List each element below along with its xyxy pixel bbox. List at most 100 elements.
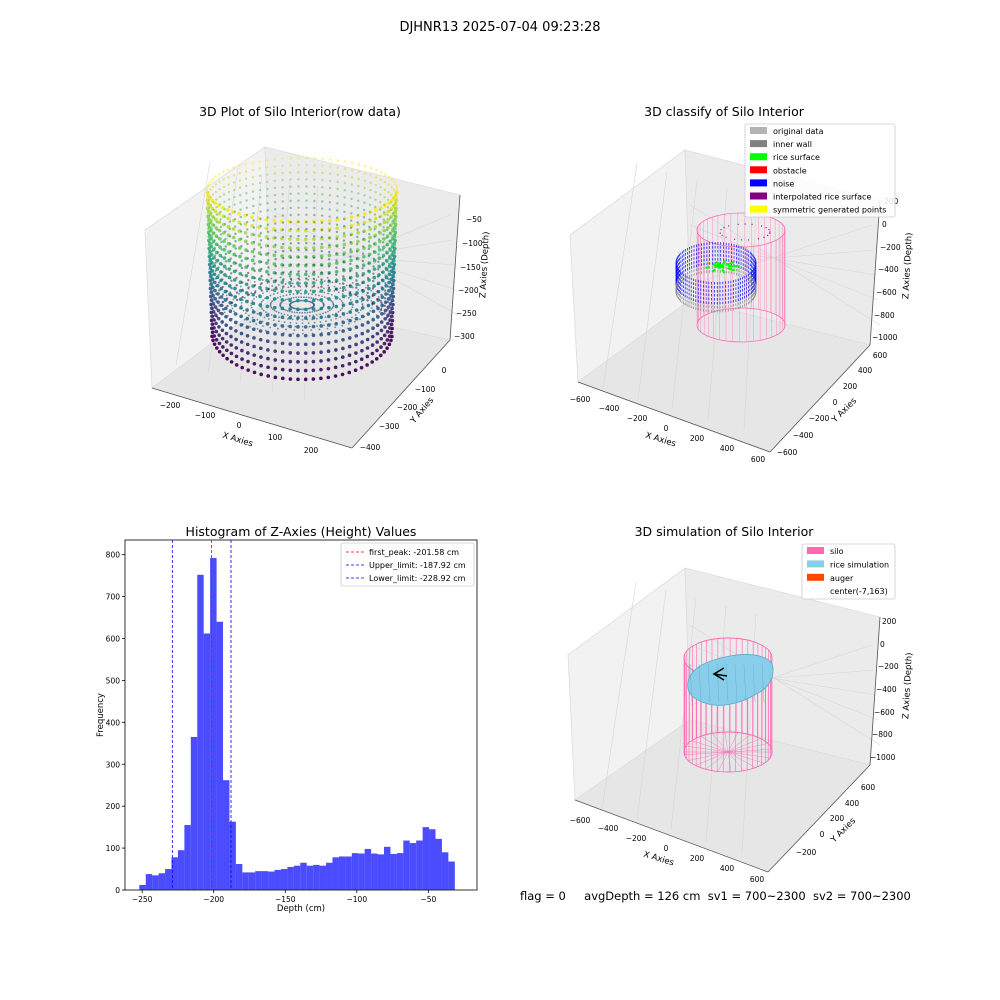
raw-point: [304, 246, 308, 250]
raw-point: [288, 377, 293, 381]
raw-point: [216, 228, 219, 231]
raw-point: [233, 217, 237, 221]
raw-point: [391, 304, 394, 307]
raw-point: [386, 315, 389, 319]
raw-point: [281, 164, 284, 168]
raw-point: [261, 307, 264, 310]
raw-point: [348, 277, 352, 280]
raw-point: [311, 281, 316, 285]
raw-point: [289, 228, 292, 231]
raw-point: [281, 235, 285, 239]
raw-point: [323, 291, 326, 294]
raw-point: [386, 221, 389, 224]
raw-point: [305, 171, 308, 174]
raw-point: [273, 349, 277, 353]
raw-point: [389, 288, 392, 292]
raw-point: [392, 180, 396, 184]
raw-point: [296, 311, 298, 314]
raw-ztick: −250: [456, 309, 477, 318]
raw-point: [377, 256, 382, 260]
raw-point: [296, 342, 300, 347]
raw-point: [394, 199, 397, 202]
raw-xtick: −100: [195, 411, 216, 420]
raw-point: [229, 326, 233, 330]
raw-point: [334, 348, 338, 352]
raw-point: [252, 327, 256, 332]
legend-label: silo: [830, 547, 844, 556]
raw-point: [356, 239, 360, 244]
raw-point: [297, 199, 300, 202]
hist-ref-lines: [171, 540, 232, 890]
raw-point: [293, 315, 296, 317]
classify-xtick: 600: [751, 455, 766, 464]
symmetric-point: [757, 238, 760, 240]
raw-point: [332, 305, 335, 308]
raw-point: [259, 217, 262, 221]
raw-point: [280, 341, 285, 346]
raw-point: [356, 206, 360, 210]
sim-xtick: 600: [750, 875, 765, 884]
raw-point: [238, 164, 241, 168]
raw-point: [331, 281, 334, 284]
raw-point: [370, 334, 375, 339]
raw-point: [319, 324, 324, 328]
raw-point: [218, 188, 221, 191]
raw-point: [303, 281, 308, 285]
symmetric-point: [769, 232, 771, 234]
raw-point: [239, 208, 242, 211]
raw-point: [356, 228, 359, 231]
rice-surface-point: [733, 265, 736, 268]
raw-point: [392, 204, 395, 207]
hist-xlabel: Depth (cm): [277, 904, 325, 914]
raw-point: [251, 301, 256, 306]
raw-point: [206, 201, 210, 205]
raw-point: [274, 279, 278, 282]
classify-xtick: −600: [570, 395, 591, 404]
raw-point: [375, 340, 379, 344]
raw-point: [342, 282, 345, 285]
raw-point: [216, 243, 219, 247]
rice-simulation-surface: [687, 654, 774, 706]
raw-point: [287, 317, 289, 320]
raw-point: [274, 265, 277, 268]
raw-point: [227, 198, 231, 201]
rice-surface-point: [735, 265, 738, 268]
raw-point: [367, 262, 370, 265]
raw-point: [281, 376, 285, 381]
classify-zlabel: Z Axies (Depth): [901, 232, 914, 299]
hist-bar: [171, 857, 178, 890]
raw-point: [260, 260, 263, 264]
raw-point: [391, 296, 395, 299]
raw-point: [341, 293, 344, 295]
raw-point: [210, 292, 214, 295]
raw-point: [326, 375, 331, 380]
raw-point: [389, 216, 392, 219]
raw-point: [305, 296, 308, 299]
raw-point: [342, 232, 346, 235]
raw-point: [320, 278, 323, 281]
raw-point: [366, 291, 369, 295]
hist-ytick-label: 700: [106, 593, 121, 602]
raw-point: [303, 325, 308, 329]
raw-point: [313, 164, 316, 167]
raw-point: [227, 275, 232, 280]
raw-point: [288, 237, 292, 241]
raw-point: [355, 272, 358, 275]
symmetric-point: [768, 229, 770, 231]
raw-point: [362, 245, 365, 248]
hist-legend-frame: [340, 542, 475, 587]
raw-point: [239, 193, 242, 197]
raw-point: [319, 321, 322, 323]
raw-point: [366, 329, 370, 333]
raw-point: [348, 284, 352, 287]
raw-point: [355, 243, 359, 246]
raw-point: [362, 216, 366, 219]
raw-point: [303, 377, 308, 382]
raw-point: [385, 236, 389, 239]
raw-point: [214, 329, 219, 334]
raw-point: [387, 191, 390, 194]
raw-point: [227, 267, 232, 271]
raw-point: [208, 180, 212, 184]
raw-point: [211, 178, 214, 181]
raw-point: [229, 264, 233, 268]
